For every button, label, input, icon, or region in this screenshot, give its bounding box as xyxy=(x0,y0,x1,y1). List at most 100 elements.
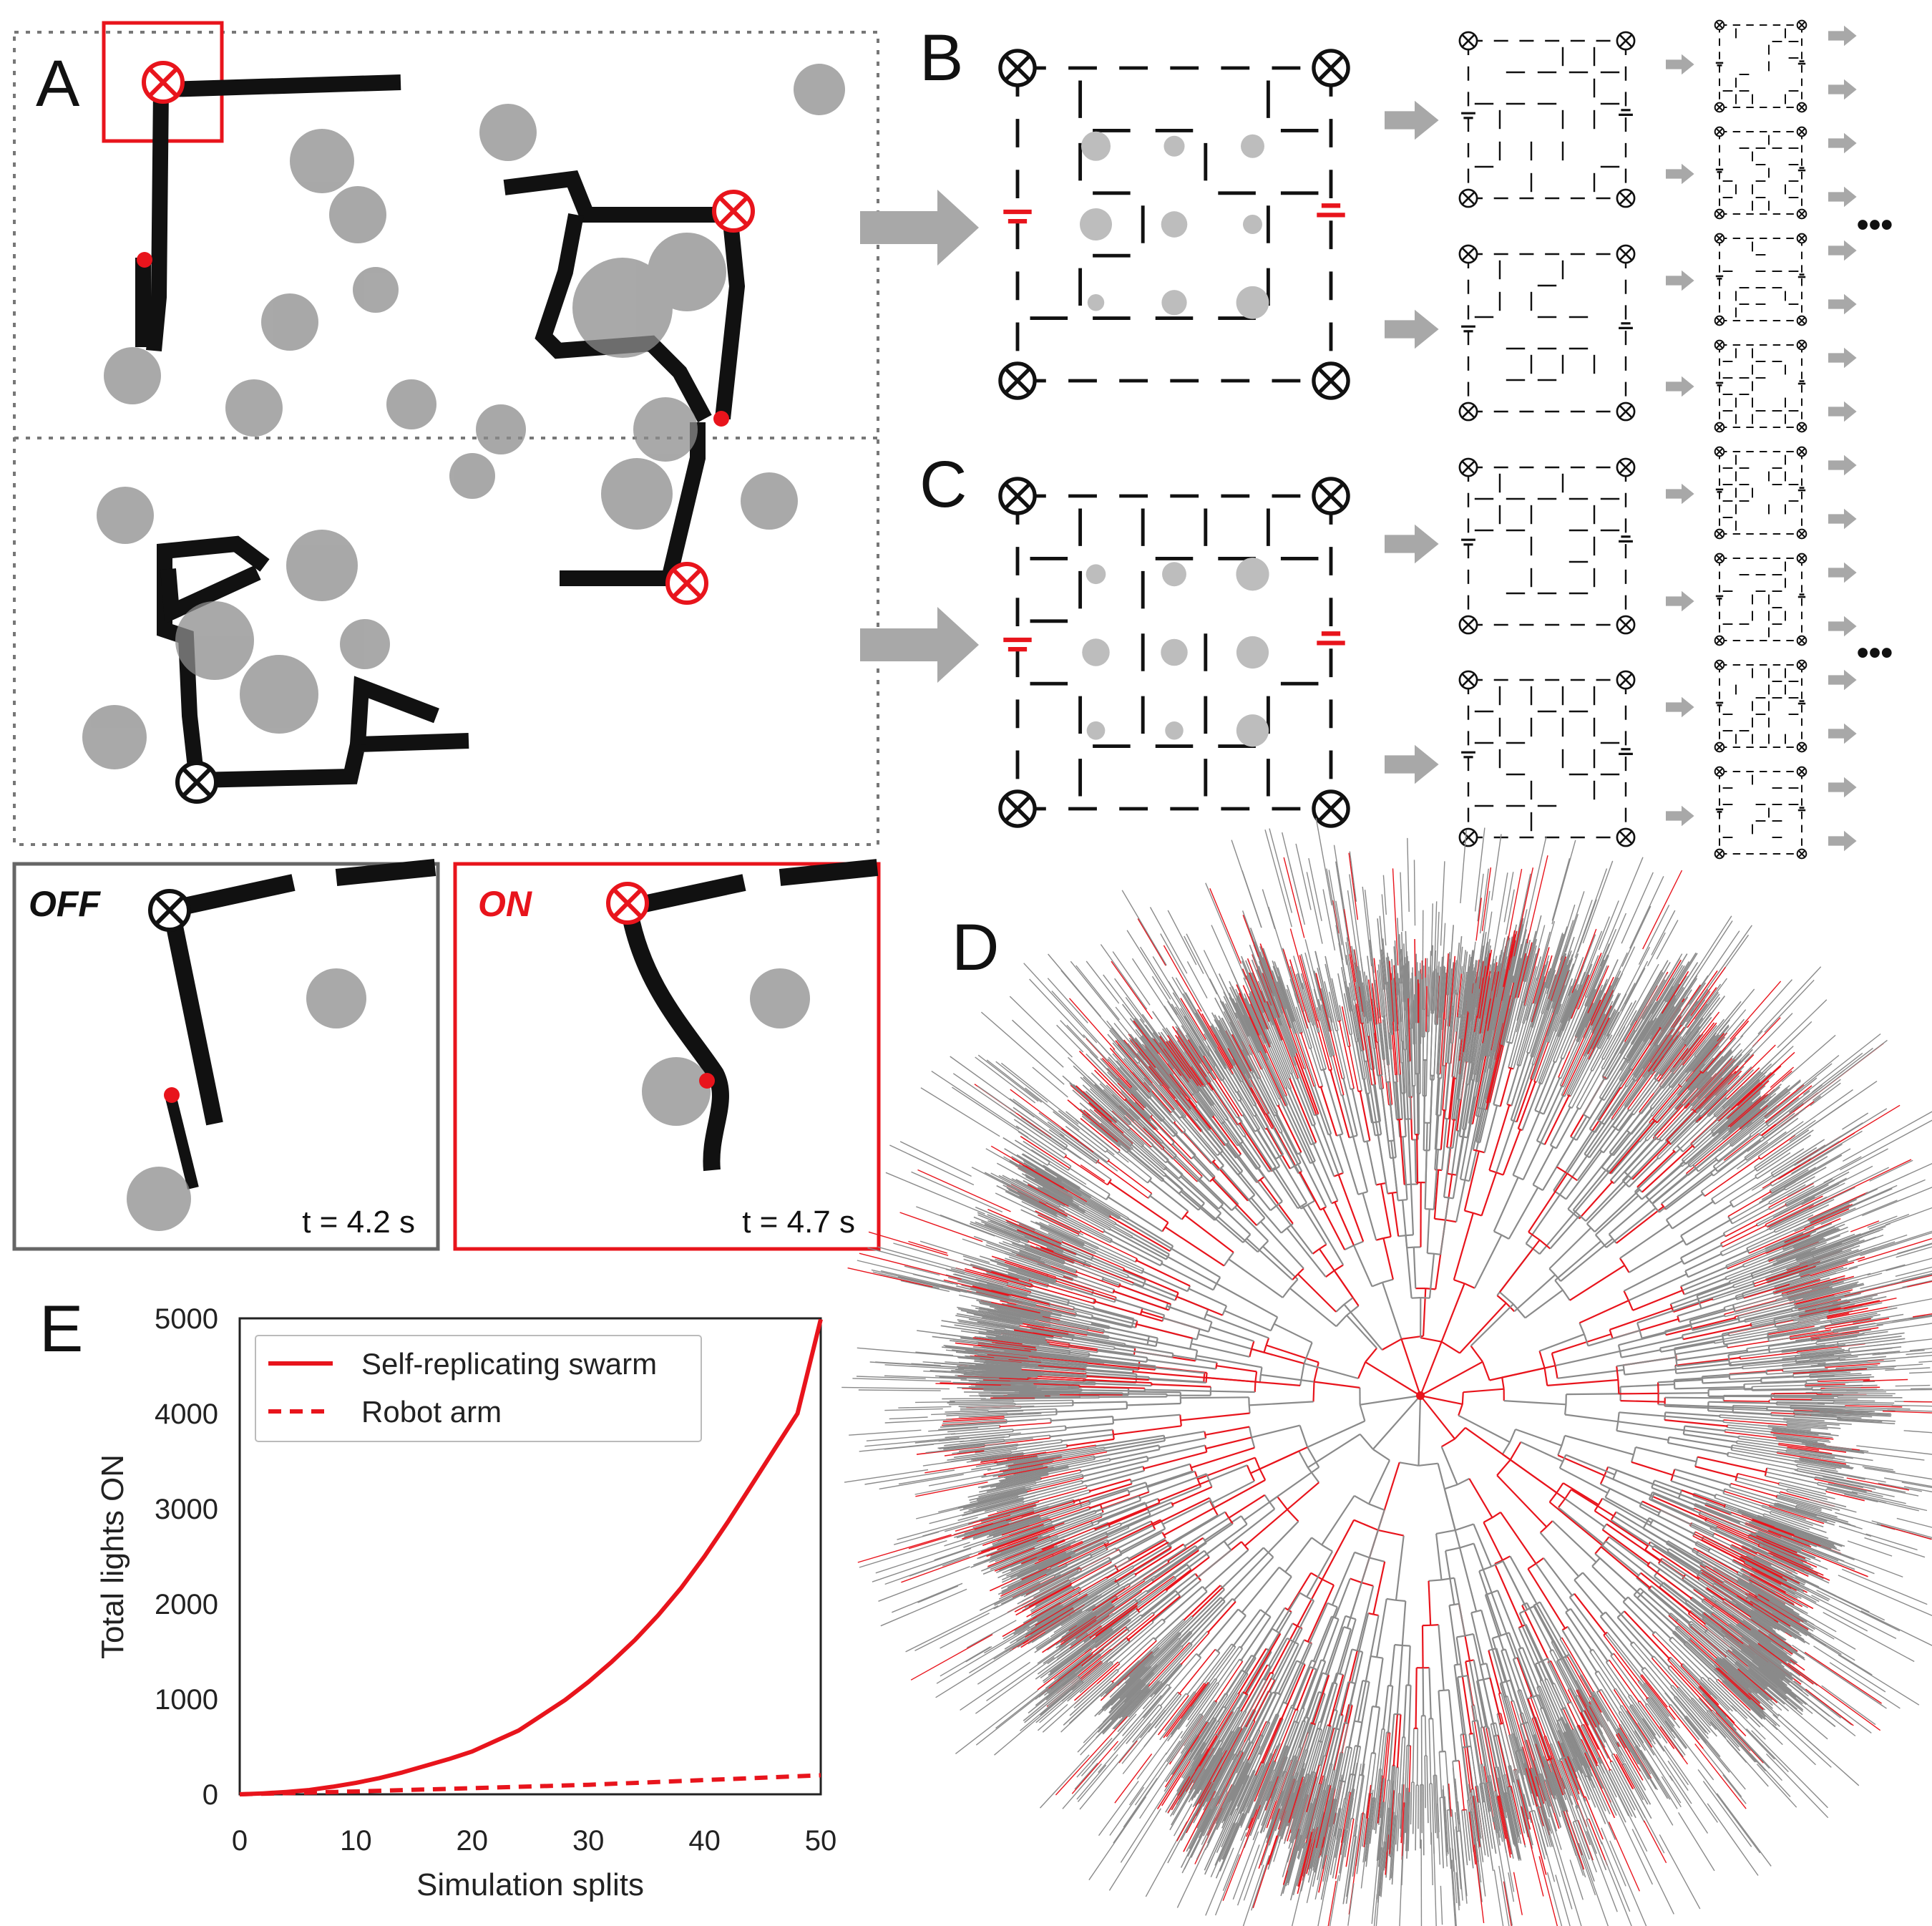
tree-branch xyxy=(1456,1635,1465,1638)
tree-branch xyxy=(1533,1605,1554,1642)
tree-branch xyxy=(1297,1722,1312,1761)
tree-branch xyxy=(1483,1726,1496,1791)
tree-branch xyxy=(1204,1588,1208,1592)
tree-branch xyxy=(1200,1795,1220,1833)
tree-branch xyxy=(1638,1572,1641,1576)
tree-branch xyxy=(1103,1650,1153,1698)
tree-branch xyxy=(1598,1498,1604,1505)
tree-branch xyxy=(1611,1761,1645,1823)
tree-branch xyxy=(1473,1789,1480,1829)
tree-branch xyxy=(1365,1797,1375,1867)
tree-branch xyxy=(1672,1285,1734,1309)
light-cross xyxy=(1798,744,1805,751)
tree-branch xyxy=(1210,1751,1241,1809)
inset-off-time: t = 4.2 s xyxy=(302,1205,415,1240)
arrow-right-icon xyxy=(1828,830,1857,852)
tree-branch xyxy=(1340,1673,1344,1676)
panel-d-letter: D xyxy=(952,911,999,984)
arrow-right-icon xyxy=(1828,401,1857,422)
tree-branch xyxy=(1618,1332,1666,1346)
tree-branch xyxy=(1775,1502,1818,1517)
tree-branch xyxy=(1186,1798,1215,1852)
tree-branch xyxy=(1519,1609,1528,1614)
tree-branch xyxy=(1473,1633,1485,1680)
tree-branch xyxy=(1789,1281,1859,1301)
tree-branch xyxy=(1712,1709,1751,1752)
tree-branch xyxy=(1729,1486,1797,1507)
tree-branch xyxy=(1271,1755,1295,1821)
tree-branch xyxy=(1473,1543,1493,1593)
tree-branch xyxy=(1742,1359,1810,1367)
tree-branch xyxy=(1540,1774,1554,1814)
tree-branch xyxy=(1221,1809,1239,1848)
tree-branch xyxy=(1368,1459,1390,1504)
tree-branch xyxy=(1527,1696,1534,1700)
light-cross xyxy=(1798,637,1805,644)
tree-branch xyxy=(1707,1629,1752,1666)
tree-branch xyxy=(1518,1779,1530,1820)
tree-branch xyxy=(1491,1592,1516,1659)
tree-branch xyxy=(1616,1728,1639,1765)
tree-branch xyxy=(1121,1683,1169,1737)
tree-branch xyxy=(1737,1571,1777,1593)
tree-branch xyxy=(1653,1655,1692,1699)
tree-branch xyxy=(1191,1587,1224,1618)
tree-branch xyxy=(1757,1643,1814,1685)
tree-branch xyxy=(1244,1628,1273,1673)
tree-branch xyxy=(1675,1363,1731,1371)
tree-branch xyxy=(1749,1534,1800,1557)
light-off-icon xyxy=(1796,19,1807,31)
tree-branch xyxy=(1727,1455,1797,1471)
tree-branch xyxy=(1752,1547,1810,1575)
tree-branch xyxy=(1740,1520,1782,1538)
tree-branch xyxy=(1565,1454,1616,1476)
tree-branch xyxy=(1670,1281,1730,1305)
tree-branch xyxy=(1702,1693,1737,1731)
tree-branch xyxy=(1551,1642,1578,1691)
grid-gen2 xyxy=(1458,244,1636,422)
tree-branch xyxy=(1259,1469,1267,1481)
tree-branch xyxy=(1485,1782,1494,1823)
light-off-icon xyxy=(1616,827,1636,847)
tree-branch xyxy=(1748,1592,1809,1630)
tree-branch xyxy=(1692,1550,1750,1585)
tree-branch xyxy=(1776,1438,1827,1446)
tree-branch xyxy=(1562,1653,1570,1659)
tree-branch xyxy=(1786,1425,1828,1430)
tree-branch xyxy=(1796,1242,1843,1260)
tree-branch xyxy=(1705,1519,1755,1542)
tree-branch xyxy=(1776,1496,1823,1510)
light-cross xyxy=(1798,424,1805,431)
tree-branch xyxy=(1466,1745,1471,1748)
tree-branch xyxy=(1189,1718,1217,1762)
tree-branch xyxy=(1616,1469,1681,1495)
tree-branch xyxy=(1187,1809,1212,1857)
tree-branch xyxy=(1767,1263,1820,1283)
tree-branch xyxy=(1664,1333,1667,1336)
tree-branch xyxy=(1599,1613,1604,1618)
light-cross xyxy=(1716,448,1723,455)
tree-branch xyxy=(1574,1579,1604,1615)
tree-branch xyxy=(1719,1414,1784,1420)
tree-branch xyxy=(1740,1557,1787,1582)
tree-branch xyxy=(1184,1585,1221,1620)
tree-branch xyxy=(1332,1829,1342,1879)
panel-b: B xyxy=(919,21,963,94)
tree-branch xyxy=(1590,1704,1624,1765)
tree-branch xyxy=(1268,1611,1292,1651)
tree-branch xyxy=(1664,1415,1724,1422)
tree-branch xyxy=(1518,1749,1523,1751)
tree-branch xyxy=(1539,1526,1548,1534)
tree-branch xyxy=(1779,1493,1840,1511)
tree-branch xyxy=(1186,1653,1221,1695)
tree-branch xyxy=(1112,1688,1151,1730)
light-cross xyxy=(1462,248,1475,261)
tree-branch xyxy=(1551,1333,1612,1354)
tree-branch xyxy=(1454,1602,1460,1606)
tree-branch xyxy=(1527,1562,1537,1570)
tree-branch xyxy=(1206,1669,1242,1723)
tree-branch xyxy=(1749,1601,1800,1634)
grid-b-main xyxy=(998,49,1350,400)
tree-branch xyxy=(1750,1629,1798,1663)
tree-branch xyxy=(1368,1509,1385,1558)
